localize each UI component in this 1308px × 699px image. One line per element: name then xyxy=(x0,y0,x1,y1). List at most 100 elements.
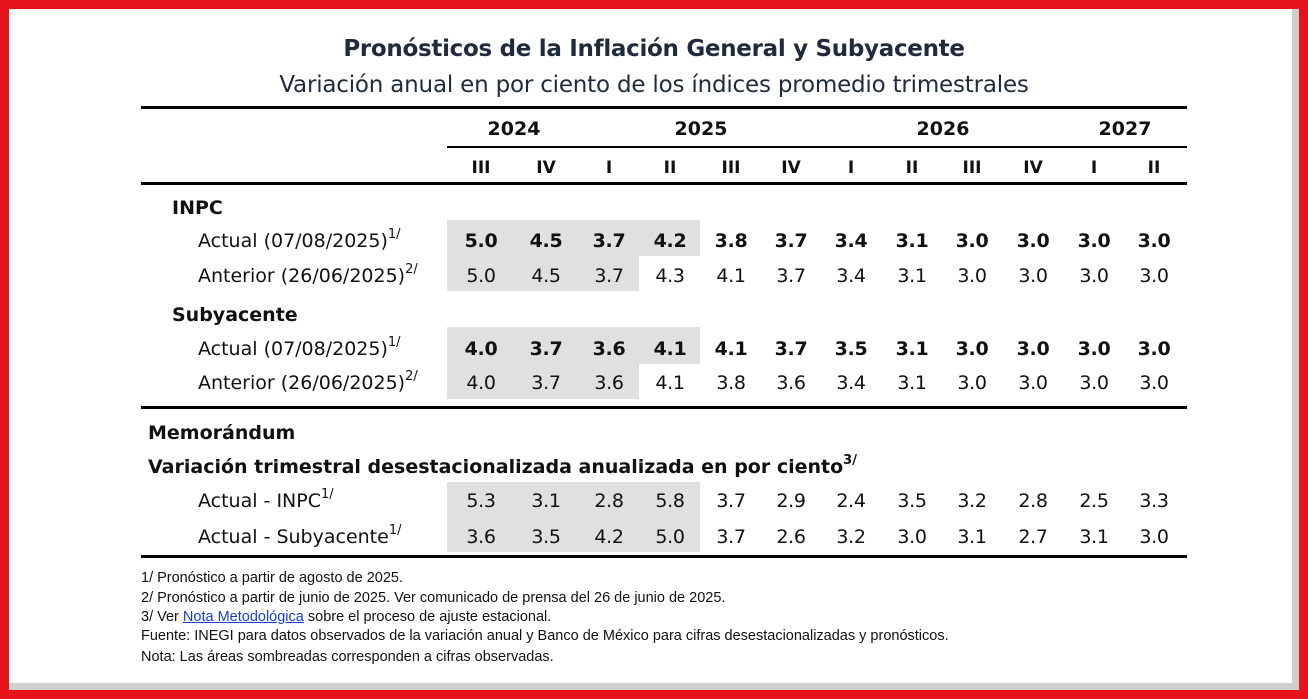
table-cell: 3.0 xyxy=(1137,338,1171,360)
table-cell: 3.0 xyxy=(1018,372,1048,394)
table-cell: 3.0 xyxy=(1018,265,1048,287)
footnote-nota: Nota: Las áreas sombreadas corresponden … xyxy=(141,649,554,665)
table-cell: 5.0 xyxy=(655,526,685,548)
table-cell: 2.8 xyxy=(594,490,624,512)
table-cell: 3.6 xyxy=(776,372,806,394)
table-cell: 3.6 xyxy=(466,526,496,548)
table-cell: 3.7 xyxy=(716,490,746,512)
footnote-fuente: Fuente: INEGI para datos observados de l… xyxy=(141,628,949,644)
table-cell: 3.5 xyxy=(531,526,561,548)
table-cell: 3.0 xyxy=(955,230,989,252)
footnote-2: 2/ Pronóstico a partir de junio de 2025.… xyxy=(141,590,726,606)
table-cell: 3.2 xyxy=(957,490,987,512)
quarter-header: I xyxy=(847,158,855,178)
quarter-header: I xyxy=(1090,158,1098,178)
table-cell: 4.1 xyxy=(655,372,685,394)
table-cell: 3.8 xyxy=(714,230,748,252)
table-cell: 3.0 xyxy=(957,265,987,287)
table-cell: 3.1 xyxy=(895,230,929,252)
shade-inpc-observed-a xyxy=(447,220,700,256)
table-cell: 3.1 xyxy=(957,526,987,548)
table-cell: 3.7 xyxy=(594,265,624,287)
header-rule xyxy=(141,182,1187,185)
quarter-header: II xyxy=(1147,158,1161,178)
table-cell: 4.2 xyxy=(653,230,687,252)
table-cell: 2.6 xyxy=(776,526,806,548)
page-subtitle: Variación anual en por ciento de los índ… xyxy=(279,72,1029,98)
table-cell: 4.3 xyxy=(655,265,685,287)
quarter-header: II xyxy=(663,158,677,178)
shade-inpc-observed-b xyxy=(447,256,639,291)
shade-memo-observed xyxy=(447,482,700,552)
table-cell: 3.0 xyxy=(1016,338,1050,360)
table-cell: 5.0 xyxy=(466,265,496,287)
table-cell: 4.2 xyxy=(594,526,624,548)
table-cell: 4.1 xyxy=(716,265,746,287)
table-cell: 3.7 xyxy=(774,338,808,360)
quarter-header: III xyxy=(962,158,982,178)
table-cell: 3.0 xyxy=(1079,372,1109,394)
frame-shadow xyxy=(9,9,1299,690)
nota-metodologica-link[interactable]: Nota Metodológica xyxy=(182,609,304,625)
quarter-header: IV xyxy=(1023,158,1043,178)
table-cell: 3.4 xyxy=(836,265,866,287)
table-cell: 3.0 xyxy=(1077,230,1111,252)
quarter-header: IV xyxy=(781,158,801,178)
table-cell: 2.9 xyxy=(776,490,806,512)
top-rule xyxy=(141,106,1187,109)
quarter-header: II xyxy=(905,158,919,178)
table-cell: 3.7 xyxy=(716,526,746,548)
table-cell: 3.3 xyxy=(1139,490,1169,512)
shade-sub-observed-a xyxy=(447,327,700,364)
section-subyacente: Subyacente xyxy=(172,304,298,326)
footnote-3: 3/ Ver Nota Metodológica sobre el proces… xyxy=(141,609,552,625)
bottom-rule xyxy=(141,555,1187,558)
table-cell: 3.1 xyxy=(897,265,927,287)
quarter-header: III xyxy=(471,158,491,178)
quarter-header: IV xyxy=(536,158,556,178)
table-cell: 3.7 xyxy=(592,230,626,252)
row-label-sub-actual: Actual (07/08/2025)1/ xyxy=(198,335,401,360)
quarter-header: III xyxy=(721,158,741,178)
table-cell: 4.1 xyxy=(714,338,748,360)
section-memorandum: Memorándum xyxy=(148,422,296,444)
memo-rule xyxy=(141,406,1187,409)
table-cell: 2.7 xyxy=(1018,526,1048,548)
section-inpc: INPC xyxy=(172,197,223,219)
year-2027: 2027 xyxy=(1098,118,1152,140)
table-cell: 3.0 xyxy=(1077,338,1111,360)
table-cell: 3.5 xyxy=(834,338,868,360)
table-cell: 3.1 xyxy=(897,372,927,394)
table-cell: 3.8 xyxy=(716,372,746,394)
table-cell: 3.6 xyxy=(592,338,626,360)
table-cell: 4.1 xyxy=(653,338,687,360)
table-cell: 3.1 xyxy=(1079,526,1109,548)
row-label-memo-sub: Actual - Subyacente1/ xyxy=(198,523,402,548)
table-cell: 3.0 xyxy=(1079,265,1109,287)
table-cell: 4.5 xyxy=(529,230,563,252)
table-cell: 2.4 xyxy=(836,490,866,512)
table-cell: 3.2 xyxy=(836,526,866,548)
row-label-inpc-actual: Actual (07/08/2025)1/ xyxy=(198,227,401,252)
row-label-inpc-anterior: Anterior (26/06/2025)2/ xyxy=(198,262,418,287)
year-rule xyxy=(447,146,1187,148)
table-cell: 2.5 xyxy=(1079,490,1109,512)
table-cell: 4.0 xyxy=(464,338,498,360)
table-cell: 4.5 xyxy=(531,265,561,287)
table-cell: 3.0 xyxy=(1139,372,1169,394)
table-cell: 3.0 xyxy=(897,526,927,548)
section-variacion: Variación trimestral desestacionalizada … xyxy=(148,453,857,478)
table-cell: 3.7 xyxy=(529,338,563,360)
table-cell: 3.0 xyxy=(1016,230,1050,252)
table-cell: 3.0 xyxy=(955,338,989,360)
year-2024: 2024 xyxy=(487,118,541,140)
table-cell: 3.0 xyxy=(1139,265,1169,287)
page-title: Pronósticos de la Inflación General y Su… xyxy=(343,36,965,62)
table-cell: 3.5 xyxy=(897,490,927,512)
table-cell: 3.1 xyxy=(895,338,929,360)
table-cell: 3.4 xyxy=(836,372,866,394)
table-cell: 3.0 xyxy=(1137,230,1171,252)
table-cell: 3.7 xyxy=(531,372,561,394)
shade-sub-observed-b xyxy=(447,364,639,399)
table-cell: 5.8 xyxy=(655,490,685,512)
